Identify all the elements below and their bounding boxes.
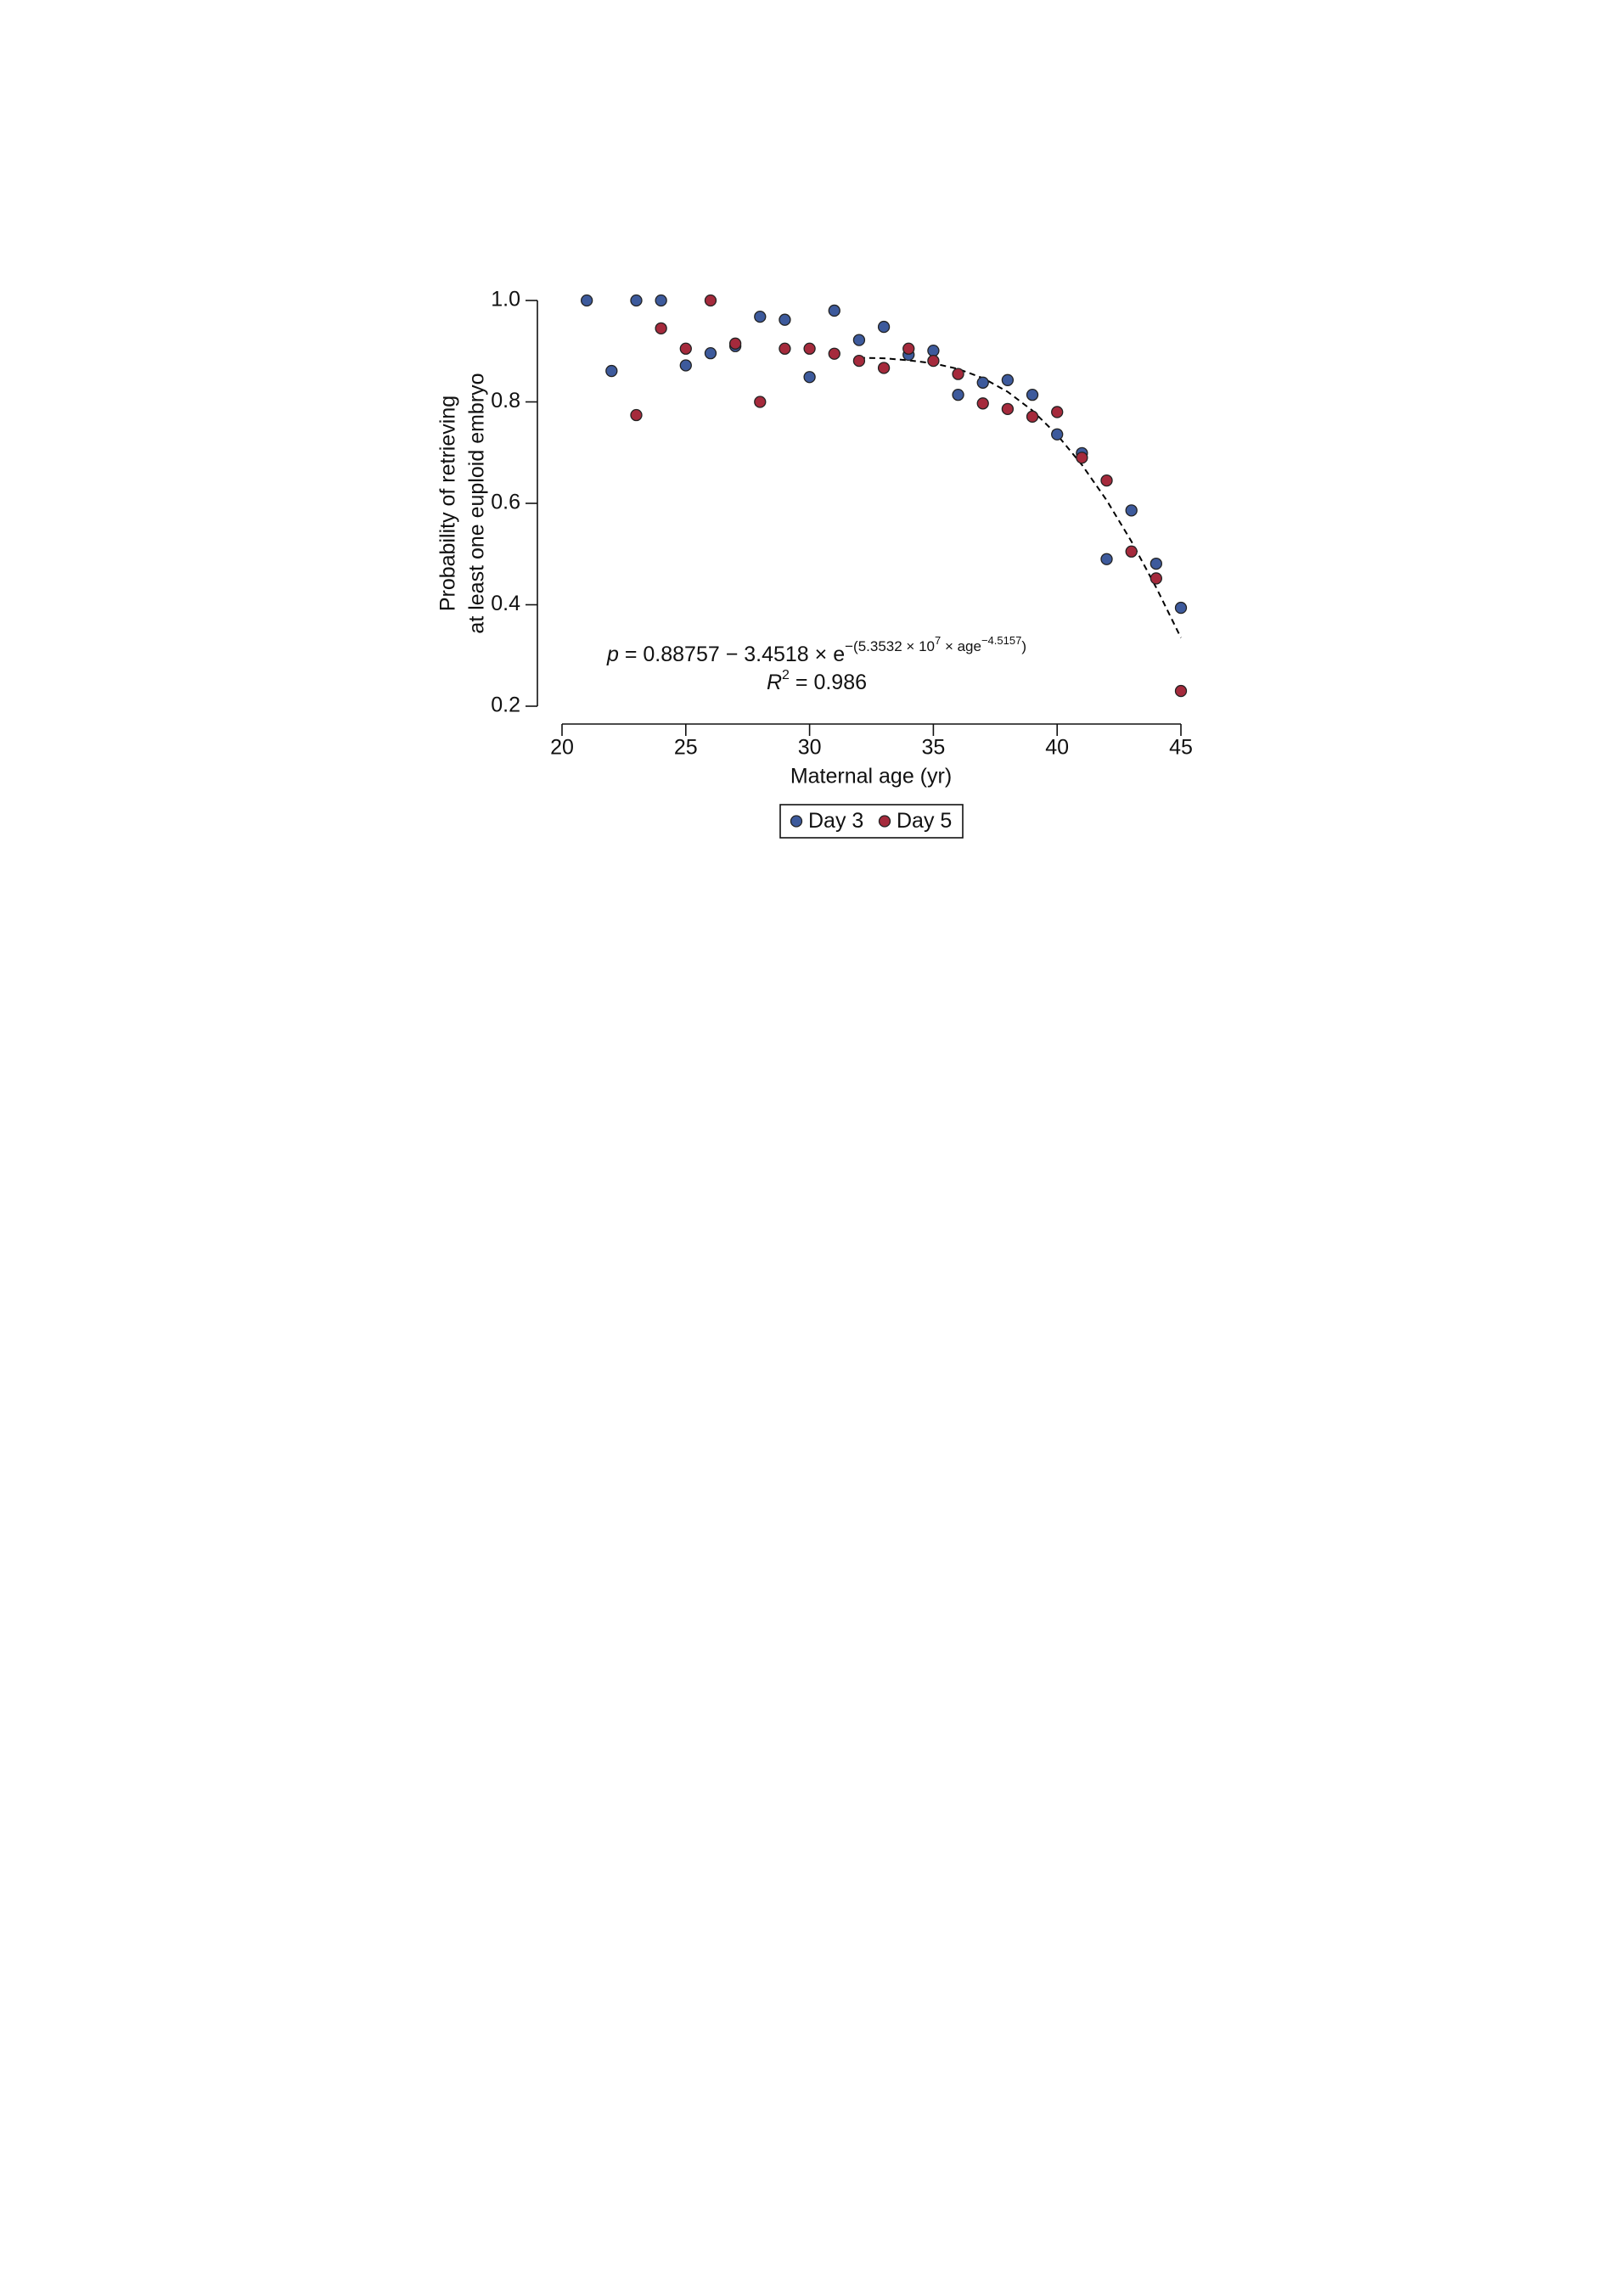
- equation: p = 0.88757 − 3.4518 × e−(5.3532 × 107 ×…: [606, 634, 1026, 665]
- point: [803, 371, 816, 384]
- point: [1150, 557, 1162, 570]
- point: [779, 313, 791, 326]
- point: [828, 347, 840, 360]
- eq-part: p: [606, 643, 619, 666]
- y-axis-label: Probability of retrieving: [436, 396, 460, 611]
- point: [927, 345, 940, 357]
- eq-part: × age: [941, 638, 981, 654]
- point: [655, 322, 667, 335]
- point: [630, 408, 643, 422]
- legend-box: [779, 804, 964, 839]
- point: [952, 388, 964, 401]
- y-tick-label: 0.8: [491, 389, 520, 413]
- x-tick-label: 35: [921, 736, 945, 760]
- point: [1051, 428, 1064, 441]
- r2-part: 2: [782, 668, 790, 682]
- eq-part: −(5.3532 × 10: [845, 638, 935, 654]
- point: [1100, 474, 1113, 487]
- point: [754, 396, 767, 408]
- y-tick-label: 0.4: [491, 592, 520, 615]
- point: [1076, 452, 1088, 464]
- eq-part: 7: [935, 634, 941, 647]
- point: [852, 334, 866, 346]
- y-tick-label: 1.0: [491, 288, 520, 312]
- y-axis-label: at least one euploid embryo: [465, 373, 489, 633]
- point: [581, 294, 593, 307]
- y-tick-label: 0.2: [491, 693, 520, 717]
- legend-marker: [790, 815, 803, 828]
- point: [1001, 373, 1015, 386]
- point: [728, 337, 742, 350]
- x-tick-label: 20: [550, 736, 574, 760]
- point: [779, 342, 791, 355]
- point: [1125, 504, 1138, 517]
- point: [976, 397, 989, 410]
- point: [877, 320, 891, 334]
- eq-part: = 0.88757 − 3.4518 × e: [619, 643, 845, 666]
- r2-part: = 0.986: [790, 671, 867, 694]
- x-tick-label: 40: [1045, 736, 1069, 760]
- legend-label: Day 5: [897, 809, 952, 833]
- point: [1026, 388, 1039, 401]
- point: [852, 354, 866, 368]
- legend-label: Day 3: [808, 809, 863, 833]
- point: [704, 346, 717, 360]
- point: [630, 294, 643, 307]
- point: [1100, 553, 1113, 565]
- point: [1150, 572, 1162, 585]
- legend-marker: [878, 815, 891, 828]
- point: [927, 354, 940, 368]
- point: [803, 342, 816, 355]
- y-tick-label: 0.6: [491, 491, 520, 514]
- point: [902, 342, 915, 355]
- point: [1125, 545, 1138, 558]
- x-tick-label: 30: [798, 736, 822, 760]
- point: [679, 359, 692, 372]
- point: [655, 294, 667, 307]
- eq-part: −4.5157: [981, 634, 1021, 647]
- fit-curve: [858, 356, 1182, 638]
- x-tick-label: 45: [1169, 736, 1193, 760]
- point: [1174, 601, 1188, 615]
- x-tick-label: 25: [674, 736, 698, 760]
- point: [1051, 406, 1064, 418]
- r-squared: R2 = 0.986: [767, 668, 867, 693]
- point: [828, 304, 840, 317]
- point: [704, 294, 717, 307]
- x-axis-label: Maternal age (yr): [790, 765, 952, 789]
- eq-part: ): [1021, 638, 1026, 654]
- point: [877, 362, 891, 374]
- point: [1026, 410, 1039, 423]
- point: [952, 368, 964, 380]
- r2-part: R: [767, 671, 782, 694]
- point: [754, 310, 767, 323]
- point: [605, 364, 618, 378]
- point: [1001, 402, 1015, 416]
- point: [1174, 684, 1188, 698]
- point: [976, 376, 989, 389]
- point: [679, 342, 692, 355]
